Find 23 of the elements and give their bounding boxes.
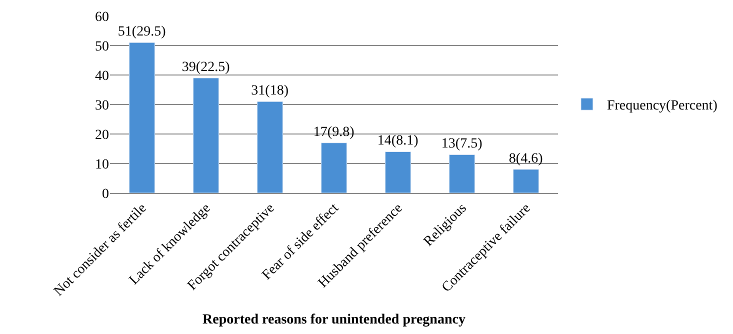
y-tick-label: 10 bbox=[95, 157, 109, 172]
bar bbox=[384, 151, 412, 193]
bar bbox=[128, 42, 156, 193]
bar bbox=[448, 154, 476, 193]
y-tick-label: 20 bbox=[95, 128, 109, 143]
data-label: 17(9.8) bbox=[313, 124, 355, 140]
y-tick-label: 30 bbox=[95, 98, 109, 114]
bar bbox=[320, 142, 348, 193]
data-label: 39(22.5) bbox=[182, 60, 230, 75]
y-tick-label: 0 bbox=[102, 186, 109, 202]
data-label: 31(18) bbox=[251, 84, 289, 99]
data-label: 13(7.5) bbox=[441, 136, 483, 152]
bar bbox=[512, 169, 540, 193]
x-axis-title: Reported reasons for unintended pregnancy bbox=[202, 312, 466, 328]
data-label: 8(4.6) bbox=[508, 151, 544, 166]
bar bbox=[256, 101, 284, 193]
data-label: 51(29.5) bbox=[118, 24, 166, 40]
data-label: 14(8.1) bbox=[377, 134, 419, 149]
y-tick-label: 50 bbox=[95, 39, 109, 54]
y-tick-label: 40 bbox=[95, 68, 109, 84]
legend-label: Frequency(Percent) bbox=[606, 98, 718, 114]
bar bbox=[192, 78, 220, 193]
y-tick-label: 60 bbox=[95, 10, 109, 25]
